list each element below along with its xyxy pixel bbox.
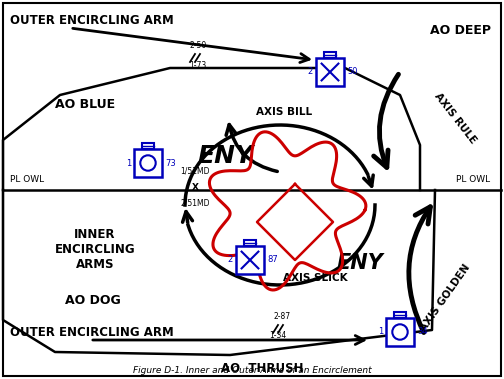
Text: 2-87: 2-87 bbox=[274, 312, 291, 321]
Text: AO BLUE: AO BLUE bbox=[55, 99, 115, 111]
Bar bbox=[324, 52, 336, 58]
Text: PL OWL: PL OWL bbox=[10, 175, 44, 184]
Bar bbox=[142, 143, 154, 149]
Bar bbox=[394, 312, 406, 318]
Text: 1-73: 1-73 bbox=[190, 61, 207, 70]
Text: 1/51MD: 1/51MD bbox=[180, 167, 210, 176]
Text: 2-50: 2-50 bbox=[190, 41, 207, 50]
Text: AO  THRUSH: AO THRUSH bbox=[221, 362, 303, 374]
Text: Figure D-1. Inner and Outer Arms of an Encirclement: Figure D-1. Inner and Outer Arms of an E… bbox=[133, 366, 371, 375]
Text: 1: 1 bbox=[126, 158, 131, 168]
Text: INNER
ENCIRCLING
ARMS: INNER ENCIRCLING ARMS bbox=[55, 228, 135, 271]
Text: X: X bbox=[192, 183, 199, 193]
Text: 73: 73 bbox=[165, 158, 176, 168]
Bar bbox=[316, 58, 344, 86]
Text: AXIS SLICK: AXIS SLICK bbox=[283, 273, 347, 283]
Text: 50: 50 bbox=[347, 67, 357, 77]
Bar bbox=[236, 246, 264, 274]
Text: AO DEEP: AO DEEP bbox=[429, 23, 490, 36]
Text: OUTER ENCIRCLING ARM: OUTER ENCIRCLING ARM bbox=[10, 326, 174, 340]
Text: ENY: ENY bbox=[198, 144, 254, 168]
Text: 1: 1 bbox=[378, 327, 383, 337]
Text: PL OWL: PL OWL bbox=[456, 175, 490, 184]
Text: 2/51MD: 2/51MD bbox=[180, 198, 210, 207]
Text: 1-34: 1-34 bbox=[269, 331, 287, 340]
Bar bbox=[386, 318, 414, 346]
Text: OUTER ENCIRCLING ARM: OUTER ENCIRCLING ARM bbox=[10, 14, 174, 27]
Text: 34: 34 bbox=[417, 327, 427, 337]
Text: 87: 87 bbox=[267, 255, 278, 265]
Text: AXIS BILL: AXIS BILL bbox=[256, 107, 312, 117]
Bar bbox=[244, 240, 257, 246]
Text: AXIS GOLDEN: AXIS GOLDEN bbox=[418, 263, 472, 334]
Text: 2: 2 bbox=[228, 255, 233, 265]
Text: AXIS RULE: AXIS RULE bbox=[432, 91, 478, 145]
Text: AO DOG: AO DOG bbox=[65, 293, 121, 307]
Bar bbox=[134, 149, 162, 177]
Text: 2: 2 bbox=[308, 67, 313, 77]
Text: ENY: ENY bbox=[337, 253, 384, 273]
